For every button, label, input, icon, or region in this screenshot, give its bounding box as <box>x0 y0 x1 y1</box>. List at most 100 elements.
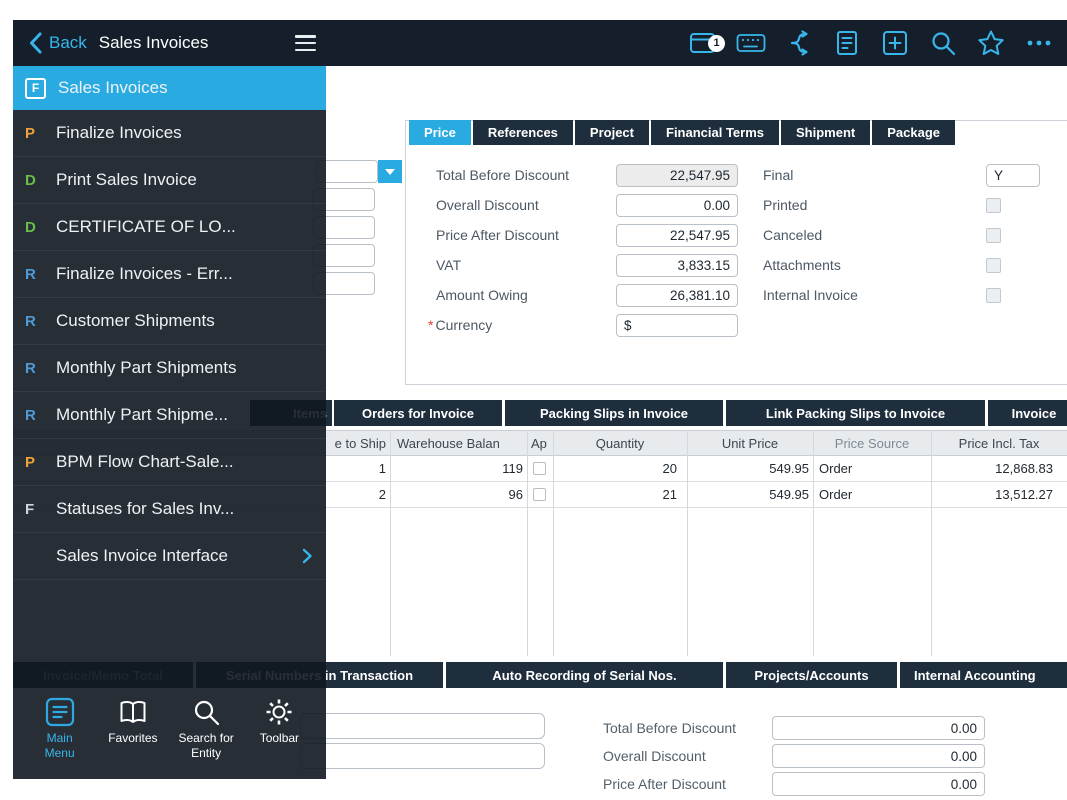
dropdown-button[interactable] <box>378 160 402 183</box>
nav-label: Favorites <box>108 731 158 745</box>
menu-item-finalize-invoices-err[interactable]: R Finalize Invoices - Err... <box>13 251 326 298</box>
menu-item-label: Sales Invoices <box>58 78 168 97</box>
favorites-button[interactable]: Favorites <box>96 695 169 773</box>
cell-price-incl-tax: 13,512.27 <box>995 487 1053 502</box>
tab-orders-for-invoice[interactable]: Orders for Invoice <box>334 400 502 426</box>
field-label: Overall Discount <box>603 748 706 764</box>
tab-auto-recording-serial-nos[interactable]: Auto Recording of Serial Nos. <box>446 662 723 688</box>
tab-invoice[interactable]: Invoice <box>988 400 1067 426</box>
column-header[interactable]: Price Source <box>834 436 910 451</box>
tab-link-packing-slips[interactable]: Link Packing Slips to Invoice <box>726 400 985 426</box>
menu-item-label: Monthly Part Shipments <box>56 358 237 377</box>
cell-unit-price: 549.95 <box>769 487 809 502</box>
column-header[interactable]: e to Ship <box>334 436 386 451</box>
sidebar-menu: F Sales Invoices P Finalize Invoices D P… <box>13 66 326 779</box>
column-separator <box>931 430 932 656</box>
total-before-discount-input[interactable] <box>616 164 738 187</box>
procedure-type-icon: P <box>25 453 36 471</box>
favorite-button[interactable] <box>974 27 1007 60</box>
report-type-icon: R <box>25 359 36 377</box>
approved-checkbox[interactable] <box>533 488 546 501</box>
overall-discount-input[interactable] <box>616 194 738 217</box>
document-button[interactable] <box>830 27 863 60</box>
cell-price-source: Order <box>819 461 853 476</box>
menu-item-monthly-part-shipme[interactable]: R Monthly Part Shipme... <box>13 392 326 439</box>
menu-item-label: Finalize Invoices - Err... <box>56 264 233 283</box>
column-header[interactable]: Warehouse Balan <box>397 436 500 451</box>
menu-item-label: Customer Shipments <box>56 311 215 330</box>
tab-project[interactable]: Project <box>574 120 649 145</box>
field-label: Amount Owing <box>436 287 528 303</box>
menu-item-label: CERTIFICATE OF LO... <box>56 217 236 236</box>
final-input[interactable] <box>986 164 1040 187</box>
menu-item-sales-invoice-interface[interactable]: Sales Invoice Interface <box>13 533 326 580</box>
totals-before-discount-input[interactable] <box>772 716 985 740</box>
tab-financial-terms[interactable]: Financial Terms <box>651 120 780 145</box>
top-bar: Back Sales Invoices 1 <box>13 20 1067 66</box>
form-type-icon: F <box>25 77 46 99</box>
back-button[interactable]: Back <box>29 32 87 54</box>
menu-item-customer-shipments[interactable]: R Customer Shipments <box>13 298 326 345</box>
tab-packing-slips-in-invoice[interactable]: Packing Slips in Invoice <box>505 400 723 426</box>
menu-item-bpm-flow-chart[interactable]: P BPM Flow Chart-Sale... <box>13 439 326 486</box>
column-separator <box>527 430 528 656</box>
search-for-entity-button[interactable]: Search for Entity <box>170 695 243 773</box>
open-count-badge: 1 <box>708 34 725 52</box>
menu-item-label: Finalize Invoices <box>56 123 182 142</box>
tab-references[interactable]: References <box>472 120 573 145</box>
menu-item-finalize-invoices[interactable]: P Finalize Invoices <box>13 110 326 157</box>
sidebar-bottom-nav: Main Menu Favorites Search for Entity To… <box>13 687 326 779</box>
menu-item-statuses[interactable]: F Statuses for Sales Inv... <box>13 486 326 533</box>
field-label: Price After Discount <box>603 776 726 792</box>
flowchart-button[interactable] <box>782 27 815 60</box>
column-header[interactable]: Unit Price <box>721 436 779 451</box>
main-menu-icon <box>45 695 75 728</box>
menu-item-certificate[interactable]: D CERTIFICATE OF LO... <box>13 204 326 251</box>
menu-item-monthly-part-shipments[interactable]: R Monthly Part Shipments <box>13 345 326 392</box>
menu-item-sales-invoices[interactable]: F Sales Invoices <box>13 66 326 110</box>
totals-price-after-discount-input[interactable] <box>772 772 985 796</box>
cell-line: 2 <box>378 487 386 502</box>
internal-invoice-checkbox[interactable] <box>986 288 1001 303</box>
more-options-button[interactable] <box>1022 27 1055 60</box>
column-separator <box>687 430 688 656</box>
totals-overall-discount-input[interactable] <box>772 744 985 768</box>
vat-input[interactable] <box>616 254 738 277</box>
tab-internal-accounting[interactable]: Internal Accounting <box>900 662 1067 688</box>
flowchart-icon <box>790 30 808 56</box>
toolbar-button[interactable]: Toolbar <box>243 695 316 773</box>
menu-item-print-sales-invoice[interactable]: D Print Sales Invoice <box>13 157 326 204</box>
search-button[interactable] <box>926 27 959 60</box>
open-windows-button[interactable]: 1 <box>686 27 725 60</box>
procedure-type-icon: P <box>25 124 36 142</box>
amount-owing-input[interactable] <box>616 284 738 307</box>
main-menu-button[interactable]: Main Menu <box>23 695 96 773</box>
add-record-button[interactable] <box>878 27 911 60</box>
tab-price[interactable]: Price <box>409 120 471 145</box>
keyboard-button[interactable] <box>734 27 767 60</box>
back-label: Back <box>49 33 87 52</box>
attachments-checkbox[interactable] <box>986 258 1001 273</box>
menu-item-label: BPM Flow Chart-Sale... <box>56 452 234 471</box>
tab-shipment[interactable]: Shipment <box>781 120 871 145</box>
report-type-icon: R <box>25 265 36 283</box>
approved-checkbox[interactable] <box>533 462 546 475</box>
hamburger-menu-icon[interactable] <box>295 35 316 51</box>
column-header[interactable]: Quantity <box>595 436 645 451</box>
chevron-right-icon <box>302 548 312 564</box>
currency-input[interactable] <box>616 314 738 337</box>
clipped-field-input[interactable] <box>300 743 545 769</box>
column-header[interactable]: Ap <box>531 436 547 451</box>
favorites-book-icon <box>117 695 149 728</box>
column-header[interactable]: Price Incl. Tax <box>958 436 1040 451</box>
price-after-discount-input[interactable] <box>616 224 738 247</box>
canceled-checkbox[interactable] <box>986 228 1001 243</box>
report-type-icon: R <box>25 406 36 424</box>
column-separator <box>813 430 814 656</box>
menu-item-label: Statuses for Sales Inv... <box>56 499 235 518</box>
cell-price-source: Order <box>819 487 853 502</box>
printed-checkbox[interactable] <box>986 198 1001 213</box>
clipped-field-input[interactable] <box>300 713 545 739</box>
tab-projects-accounts[interactable]: Projects/Accounts <box>726 662 897 688</box>
tab-package[interactable]: Package <box>872 120 956 145</box>
